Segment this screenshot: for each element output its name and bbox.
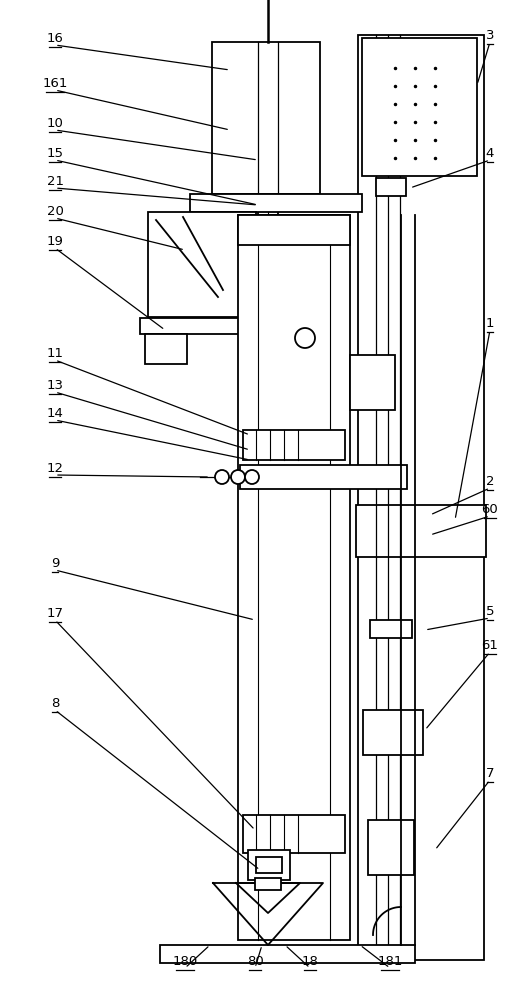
Text: 60: 60 [482, 503, 498, 516]
Bar [148, 212, 256, 317]
Bar [248, 850, 290, 880]
Text: 9: 9 [51, 557, 59, 570]
Bar [358, 35, 484, 960]
Text: 181: 181 [377, 955, 403, 968]
Bar [243, 430, 345, 460]
Text: 16: 16 [47, 32, 64, 45]
Text: 12: 12 [47, 462, 64, 475]
Text: 80: 80 [246, 955, 263, 968]
Text: 17: 17 [47, 607, 64, 620]
Bar [256, 857, 282, 873]
Bar [238, 215, 350, 940]
Bar [140, 318, 330, 334]
Bar [160, 945, 415, 963]
Text: 11: 11 [47, 347, 64, 360]
Text: 61: 61 [482, 639, 498, 652]
Text: 19: 19 [47, 235, 64, 248]
Circle shape [231, 470, 245, 484]
Text: 1: 1 [486, 317, 494, 330]
Bar [145, 334, 187, 364]
Bar [376, 178, 406, 196]
Text: 4: 4 [486, 147, 494, 160]
Text: 14: 14 [47, 407, 64, 420]
Text: 180: 180 [172, 955, 198, 968]
Text: 10: 10 [47, 117, 64, 130]
Bar [350, 355, 395, 410]
Bar [238, 215, 350, 245]
Text: 5: 5 [486, 605, 494, 618]
Bar [356, 505, 486, 557]
Bar [240, 465, 407, 489]
Text: 15: 15 [47, 147, 64, 160]
Bar [368, 820, 414, 875]
Text: 3: 3 [486, 29, 494, 42]
Bar [362, 38, 477, 176]
Text: 21: 21 [47, 175, 64, 188]
Bar [190, 194, 362, 212]
Text: 161: 161 [42, 77, 68, 90]
Text: 7: 7 [486, 767, 494, 780]
Bar [243, 815, 345, 853]
Bar [363, 710, 423, 755]
Text: 20: 20 [47, 205, 64, 218]
Bar [370, 620, 412, 638]
Bar [256, 237, 286, 289]
Bar [212, 42, 320, 194]
Text: 18: 18 [302, 955, 319, 968]
Circle shape [245, 470, 259, 484]
Circle shape [295, 328, 315, 348]
Text: 13: 13 [47, 379, 64, 392]
Bar [255, 878, 281, 890]
Text: 2: 2 [486, 475, 494, 488]
Circle shape [215, 470, 229, 484]
Text: 8: 8 [51, 697, 59, 710]
